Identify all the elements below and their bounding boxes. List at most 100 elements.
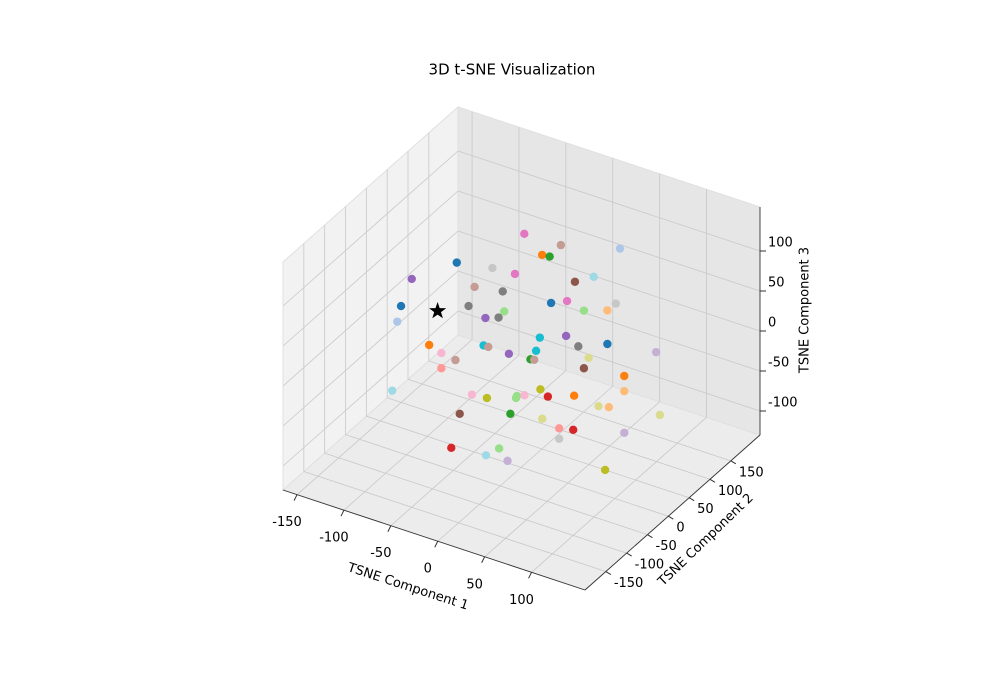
scatter-point xyxy=(470,282,479,292)
tick-mark xyxy=(709,478,716,483)
tick-mark xyxy=(668,515,674,520)
y-tick-label: 50 xyxy=(697,502,714,517)
grid-line xyxy=(457,310,761,412)
grid-line xyxy=(303,471,606,572)
scatter-point xyxy=(531,346,541,356)
x-tick-label: -150 xyxy=(272,515,302,530)
grid-line xyxy=(457,150,761,252)
scatter-point xyxy=(535,333,545,342)
tick-mark xyxy=(293,494,298,501)
scatter-point xyxy=(494,444,504,453)
scatter-point xyxy=(482,393,492,403)
grid-line xyxy=(282,270,459,427)
scatter-point xyxy=(510,269,520,279)
grid-line xyxy=(282,230,459,387)
scatter-point xyxy=(569,391,579,400)
scatter-point xyxy=(536,385,545,394)
scatter-point xyxy=(615,244,625,253)
scatter-point xyxy=(594,401,603,411)
scatter-point xyxy=(579,306,589,315)
z-tick-label: 0 xyxy=(768,316,776,331)
z-tick-label: 50 xyxy=(768,276,785,291)
y-tick-label: -150 xyxy=(614,576,644,591)
scatter-point xyxy=(387,386,397,395)
grid-line xyxy=(282,150,459,307)
scatter-point xyxy=(620,386,629,396)
grid-line xyxy=(457,190,761,292)
scatter-point xyxy=(511,393,521,403)
scatter-point xyxy=(538,414,547,423)
tick-mark xyxy=(647,534,653,539)
x-tick-label: 100 xyxy=(509,593,534,608)
scatter-point xyxy=(620,371,629,381)
y-tick-label: 100 xyxy=(718,484,743,499)
y-tick-label: -100 xyxy=(635,558,665,573)
scatter-point xyxy=(393,317,402,326)
scatter-point xyxy=(537,250,547,260)
x-tick-label: 50 xyxy=(466,577,483,592)
scatter-point xyxy=(455,409,464,419)
grid-line xyxy=(324,452,627,554)
scatter-point xyxy=(437,348,446,358)
grid-line xyxy=(345,434,648,536)
scatter-point xyxy=(451,355,460,365)
grid-line xyxy=(457,270,761,372)
grid-line xyxy=(428,360,731,462)
y-tick-label: 0 xyxy=(676,521,684,536)
scatter-point xyxy=(396,301,406,311)
grid-line xyxy=(387,397,690,499)
tick-mark xyxy=(434,541,439,548)
z-axis-label: TSNE Component 3 xyxy=(798,247,813,374)
marks xyxy=(387,229,665,475)
x-tick-label: 0 xyxy=(424,562,432,577)
tick-mark xyxy=(528,572,532,579)
scatter-point xyxy=(556,240,566,250)
tick-mark xyxy=(387,525,392,532)
scatter-point xyxy=(498,287,507,296)
scatter-point xyxy=(481,451,491,460)
scatter-point xyxy=(562,296,572,306)
scatter-point xyxy=(603,339,612,349)
tick-mark xyxy=(481,556,486,563)
scatter-point xyxy=(611,299,621,308)
scatter-point xyxy=(503,456,512,466)
tick-mark xyxy=(688,497,695,502)
scatter-point xyxy=(407,274,416,284)
scatter-point xyxy=(554,424,564,433)
z-tick-label: -50 xyxy=(768,356,789,371)
scatter-point xyxy=(584,353,593,362)
scatter-point xyxy=(494,313,503,322)
scatter-point xyxy=(467,390,477,399)
scatter-point xyxy=(655,410,665,420)
z-tick-label: -100 xyxy=(768,396,798,411)
tick-mark xyxy=(730,460,737,465)
scatter-point xyxy=(464,301,473,311)
scatter-point xyxy=(500,307,509,316)
scatter-point xyxy=(574,342,583,351)
scatter-point xyxy=(504,349,514,358)
scatter-point xyxy=(589,272,598,281)
x-tick-label: -100 xyxy=(319,531,349,546)
scatter-point xyxy=(620,428,629,437)
scatter-point xyxy=(561,331,571,341)
scatter-point xyxy=(570,277,580,286)
star-point xyxy=(429,302,447,319)
scatter-point xyxy=(543,392,553,401)
scatter-point xyxy=(506,409,515,418)
scatter-point xyxy=(569,425,578,434)
scatter-point xyxy=(481,313,490,323)
grid-line xyxy=(282,190,459,347)
y-tick-label: 150 xyxy=(739,465,764,480)
scatter-point xyxy=(579,364,589,373)
scatter-point xyxy=(520,229,529,238)
scatter-point xyxy=(424,340,434,350)
tick-mark xyxy=(626,552,632,557)
tick-mark xyxy=(605,571,612,575)
z-tick-label: 100 xyxy=(768,236,793,251)
scatter-point xyxy=(603,306,612,315)
x-axis-line xyxy=(282,489,586,591)
scatter-point xyxy=(600,465,610,475)
axes: -150 -100 -50 0 50 100 -150 -100 -50 0 50 100 150 -10… xyxy=(272,207,798,608)
grid-line xyxy=(457,230,761,332)
